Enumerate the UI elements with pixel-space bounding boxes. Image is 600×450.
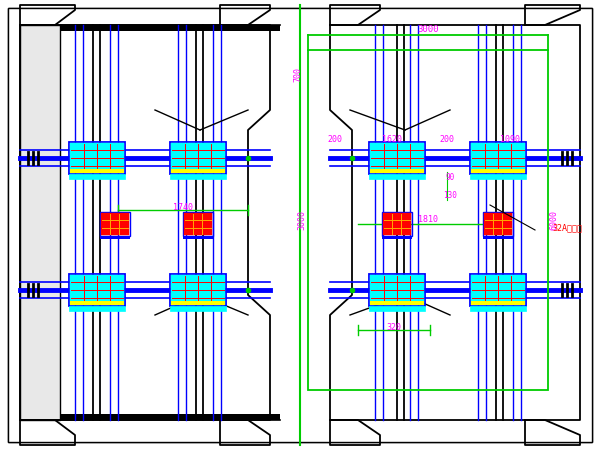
Text: 1740: 1740	[173, 202, 193, 211]
Bar	[170, 142, 226, 174]
Bar	[369, 306, 425, 311]
Text: 6000: 6000	[550, 210, 559, 230]
Bar	[100, 236, 130, 239]
Text: 200: 200	[439, 135, 455, 144]
Bar	[183, 236, 213, 239]
Bar	[470, 174, 526, 179]
Text: 1090: 1090	[500, 135, 520, 144]
Bar	[69, 274, 125, 306]
Bar	[369, 174, 425, 179]
Bar	[484, 213, 512, 235]
Bar	[471, 275, 525, 305]
Bar	[471, 143, 525, 173]
Bar	[483, 236, 513, 239]
Text: 3000: 3000	[417, 26, 439, 35]
Text: 90: 90	[445, 174, 455, 183]
Bar	[470, 306, 526, 311]
Text: 3000: 3000	[298, 210, 307, 230]
Bar	[100, 212, 130, 236]
Text: 320: 320	[386, 324, 401, 333]
Bar	[20, 414, 280, 420]
Bar	[170, 306, 226, 311]
Bar	[20, 25, 280, 31]
Bar	[370, 275, 424, 305]
Text: 130: 130	[443, 190, 457, 199]
Bar	[20, 25, 60, 420]
Bar	[69, 142, 125, 174]
Text: 200: 200	[328, 135, 343, 144]
Text: 32A工字锂: 32A工字锂	[552, 224, 582, 233]
Bar	[183, 212, 213, 236]
Bar	[370, 143, 424, 173]
Bar	[382, 212, 412, 236]
Bar	[70, 301, 124, 305]
Bar	[383, 213, 411, 235]
Bar	[470, 274, 526, 306]
Bar	[170, 274, 226, 306]
Bar	[308, 50, 548, 390]
Bar	[382, 236, 412, 239]
Bar	[70, 143, 124, 173]
Bar	[69, 306, 125, 311]
Bar	[470, 142, 526, 174]
Bar	[184, 213, 212, 235]
Bar	[101, 213, 129, 235]
Bar	[69, 174, 125, 179]
Bar	[370, 169, 424, 173]
Bar	[171, 169, 225, 173]
Bar	[369, 142, 425, 174]
Bar	[471, 301, 525, 305]
Bar	[171, 143, 225, 173]
Text: 700: 700	[293, 68, 302, 82]
Bar	[483, 212, 513, 236]
Bar	[171, 301, 225, 305]
Bar	[70, 169, 124, 173]
Text: 1810: 1810	[418, 216, 438, 225]
Bar	[370, 301, 424, 305]
Bar	[170, 174, 226, 179]
Bar	[171, 275, 225, 305]
Bar	[471, 169, 525, 173]
Bar	[70, 275, 124, 305]
Bar	[369, 274, 425, 306]
Text: 1620: 1620	[382, 135, 402, 144]
